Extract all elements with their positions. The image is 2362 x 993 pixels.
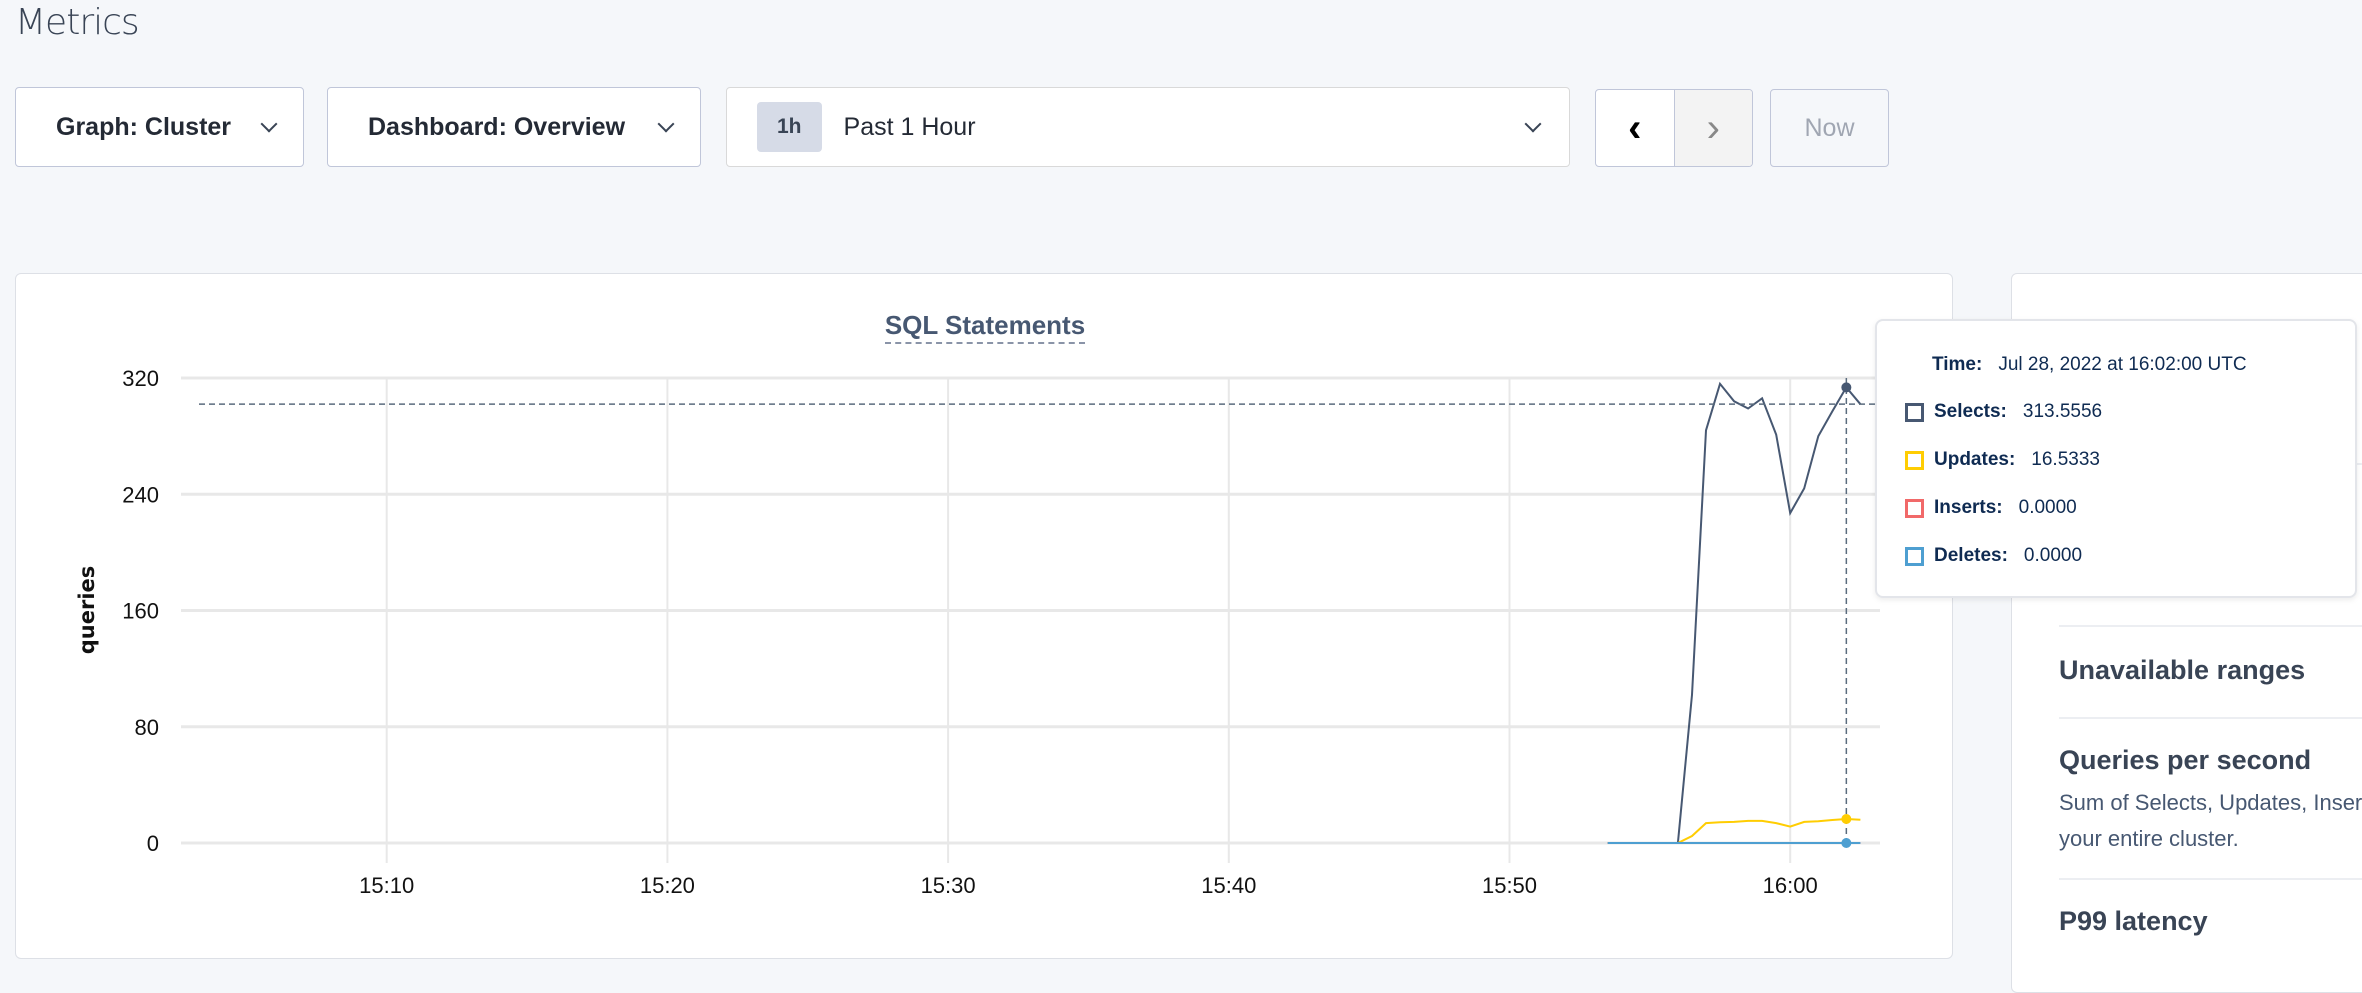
tooltip-row-selects: Selects: 313.5556: [1905, 401, 2102, 423]
x-tick-label: 15:30: [921, 873, 976, 898]
chevron-right-icon: ›: [1706, 105, 1720, 150]
sql-statements-chart-card: SQL Statements 0 80 160 240 320 15:10 15:20 15:…: [15, 273, 1953, 959]
tooltip-time-label: Time:: [1932, 354, 1983, 375]
x-tick-label: 15:10: [359, 873, 414, 898]
previous-window-button[interactable]: ‹: [1596, 90, 1674, 166]
tooltip-value: 313.5556: [2022, 401, 2103, 422]
deletes-swatch-icon: [1905, 546, 1924, 566]
x-tick-label: 15:40: [1201, 873, 1256, 898]
y-axis-label: queries: [75, 566, 99, 655]
divider: [2059, 625, 2362, 627]
inserts-swatch-icon: [1905, 498, 1924, 518]
tooltip-label: Deletes:: [1934, 545, 2008, 566]
sql-statements-chart[interactable]: 0 80 160 240 320 15:10 15:20 15:30 15:40 15:50 16:…: [0, 0, 2362, 966]
tooltip-row-inserts: Inserts: 0.0000: [1905, 497, 2077, 519]
hover-point-updates: [1841, 813, 1852, 824]
dashboard-dropdown-label: Dashboard: Overview: [368, 112, 626, 141]
queries-per-second-desc-2: your entire cluster.: [2059, 826, 2239, 851]
updates-swatch-icon: [1905, 450, 1924, 470]
x-tick-label: 16:00: [1763, 873, 1818, 898]
chart-tooltip: Time: Jul 28, 2022 at 16:02:00 UTC Selec…: [1875, 319, 2357, 598]
tooltip-time-value: Jul 28, 2022 at 16:02:00 UTC: [1998, 354, 2247, 375]
time-nav-group: ‹ ›: [1595, 89, 1753, 167]
divider: [2059, 717, 2362, 719]
graph-dropdown[interactable]: Graph: Cluster: [15, 87, 304, 167]
divider: [2059, 878, 2362, 880]
unavailable-ranges-title: Unavailable ranges: [2059, 655, 2306, 685]
y-tick-label: 0: [147, 831, 159, 856]
tooltip-label: Updates:: [1934, 449, 2016, 470]
tooltip-row-deletes: Deletes: 0.0000: [1905, 545, 2082, 567]
y-tick-label: 160: [122, 599, 159, 624]
tooltip-label: Inserts:: [1934, 497, 2003, 518]
page-title: Metrics: [15, 2, 140, 43]
graph-dropdown-label: Graph: Cluster: [56, 112, 232, 141]
queries-per-second-title: Queries per second: [2059, 745, 2312, 775]
series-line-selects: [1607, 381, 1862, 844]
time-range-dropdown[interactable]: 1h Past 1 Hour: [726, 87, 1570, 167]
tooltip-time-row: Time: Jul 28, 2022 at 16:02:00 UTC: [1932, 354, 2247, 376]
series-line-updates: [1607, 817, 1861, 844]
tooltip-value: 0.0000: [2018, 497, 2077, 518]
tooltip-value: 16.5333: [2031, 449, 2100, 470]
dashboard-dropdown[interactable]: Dashboard: Overview: [327, 87, 701, 167]
hover-point-selects: [1841, 382, 1852, 393]
next-window-button[interactable]: ›: [1673, 90, 1752, 166]
y-tick-label: 320: [122, 366, 159, 391]
y-tick-label: 240: [122, 482, 159, 507]
x-tick-label: 15:50: [1482, 873, 1537, 898]
selects-swatch-icon: [1905, 402, 1924, 422]
p99-latency-title: P99 latency: [2059, 906, 2208, 936]
tooltip-label: Selects:: [1934, 401, 2007, 422]
time-range-badge: 1h: [757, 102, 822, 152]
chart-title[interactable]: SQL Statements: [16, 310, 1954, 344]
now-button[interactable]: Now: [1770, 89, 1889, 167]
time-range-label: Past 1 Hour: [843, 112, 976, 141]
y-tick-label: 80: [135, 715, 159, 740]
hover-point-deletes: [1841, 838, 1852, 848]
tooltip-value: 0.0000: [2023, 545, 2083, 566]
tooltip-row-updates: Updates: 16.5333: [1905, 449, 2100, 471]
queries-per-second-desc: Sum of Selects, Updates, Inserts: [2059, 790, 2362, 815]
x-tick-label: 15:20: [640, 873, 695, 898]
chart-title-text: SQL Statements: [884, 310, 1086, 344]
chevron-left-icon: ‹: [1628, 105, 1642, 150]
